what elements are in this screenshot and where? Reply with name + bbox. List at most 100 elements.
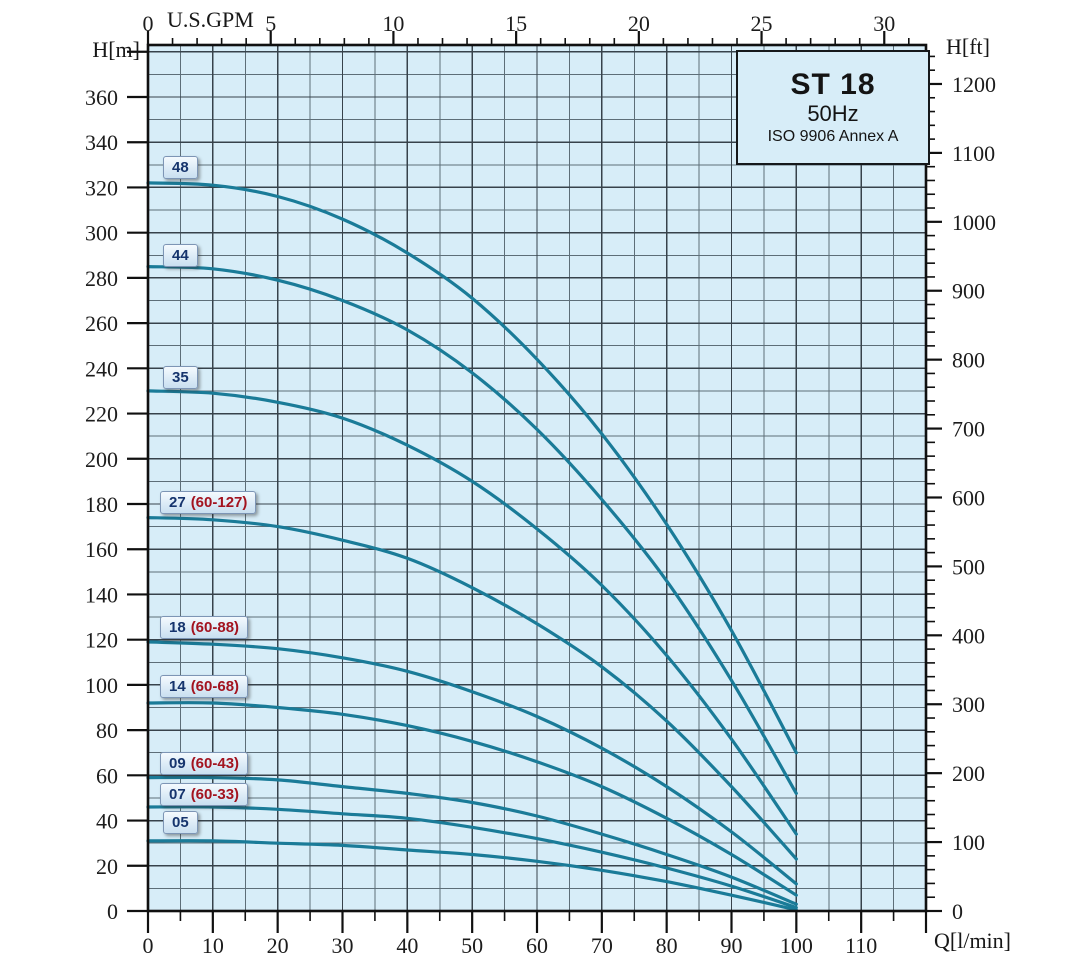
curve-label-07: 07 (60-33) [160, 783, 249, 806]
svg-text:200: 200 [952, 761, 985, 786]
svg-text:40: 40 [96, 809, 118, 834]
svg-text:300: 300 [85, 221, 118, 246]
chart-title-box: ST 18 50Hz ISO 9906 Annex A [736, 50, 930, 165]
svg-text:20: 20 [267, 933, 289, 958]
test-standard: ISO 9906 Annex A [767, 127, 899, 145]
curve-05 [146, 839, 798, 912]
svg-text:20: 20 [628, 11, 650, 36]
svg-text:180: 180 [85, 492, 118, 517]
svg-text:1200: 1200 [952, 72, 996, 97]
svg-text:320: 320 [85, 175, 118, 200]
curve-35 [146, 389, 798, 836]
stage-count: 09 [169, 755, 186, 772]
svg-text:100: 100 [780, 933, 813, 958]
svg-text:120: 120 [85, 628, 118, 653]
curve-48 [146, 181, 798, 755]
svg-text:30: 30 [873, 11, 895, 36]
stage-count: 35 [172, 369, 189, 386]
right-axis-title: H[ft] [946, 34, 990, 59]
curve-label-09: 09 (60-43) [160, 752, 249, 775]
stage-range: (60-88) [190, 619, 240, 636]
svg-text:5: 5 [265, 11, 276, 36]
svg-text:600: 600 [952, 485, 985, 510]
stage-range: (60-33) [190, 786, 240, 803]
right-axis-ticks [926, 55, 942, 913]
svg-text:0: 0 [107, 899, 118, 924]
svg-text:10: 10 [202, 933, 224, 958]
svg-text:260: 260 [85, 311, 118, 336]
curve-27 [146, 516, 798, 861]
curve-label-44: 44 [163, 244, 198, 267]
stage-count: 44 [172, 247, 189, 264]
svg-text:90: 90 [721, 933, 743, 958]
top-axis-labels: 0 5 10 15 20 25 30 [143, 11, 896, 36]
svg-text:30: 30 [332, 933, 354, 958]
stage-count: 07 [169, 786, 186, 803]
svg-text:340: 340 [85, 130, 118, 155]
left-axis-ticks [127, 50, 148, 913]
svg-text:60: 60 [96, 763, 118, 788]
svg-text:40: 40 [396, 933, 418, 958]
curve-18 [146, 640, 798, 886]
bottom-axis-title: Q[l/min] [934, 928, 1011, 953]
svg-text:140: 140 [85, 582, 118, 607]
pump-frequency: 50Hz [807, 100, 859, 126]
curve-label-27: 27 (60-127) [160, 491, 257, 514]
stage-count: 27 [169, 494, 186, 511]
curve-label-14: 14 (60-68) [160, 675, 249, 698]
svg-text:70: 70 [591, 933, 613, 958]
svg-text:300: 300 [952, 692, 985, 717]
svg-text:0: 0 [143, 933, 154, 958]
bottom-axis-ticks [146, 911, 928, 933]
curve-label-05: 05 [163, 811, 198, 834]
svg-text:0: 0 [143, 11, 154, 36]
curve-label-18: 18 (60-88) [160, 616, 249, 639]
svg-text:160: 160 [85, 537, 118, 562]
svg-text:360: 360 [85, 85, 118, 110]
bottom-axis-labels: 0 10 20 30 40 50 60 70 80 90 100 110 [143, 933, 878, 958]
svg-text:900: 900 [952, 279, 985, 304]
svg-text:110: 110 [845, 933, 877, 958]
svg-text:100: 100 [85, 673, 118, 698]
svg-text:20: 20 [96, 854, 118, 879]
svg-text:1100: 1100 [952, 141, 995, 166]
svg-text:10: 10 [382, 11, 404, 36]
curve-14 [146, 701, 798, 897]
curve-07 [146, 805, 798, 910]
svg-text:500: 500 [952, 554, 985, 579]
curve-09 [146, 775, 798, 906]
svg-text:200: 200 [85, 447, 118, 472]
top-axis-ticks [146, 31, 910, 45]
stage-range: (60-68) [190, 678, 240, 695]
svg-text:15: 15 [505, 11, 527, 36]
stage-count: 14 [169, 678, 186, 695]
curve-label-48: 48 [163, 156, 198, 179]
gridlines-major [148, 45, 926, 911]
svg-text:100: 100 [952, 830, 985, 855]
left-axis-title: H[m] [92, 37, 140, 62]
svg-text:0: 0 [952, 899, 963, 924]
svg-text:800: 800 [952, 348, 985, 373]
stage-count: 05 [172, 814, 189, 831]
svg-text:80: 80 [96, 718, 118, 743]
svg-text:1000: 1000 [952, 210, 996, 235]
curve-44 [146, 265, 798, 795]
svg-text:80: 80 [656, 933, 678, 958]
pump-model: ST 18 [790, 67, 876, 101]
svg-text:25: 25 [751, 11, 773, 36]
top-axis-title: U.S.GPM [167, 7, 254, 32]
stage-range: (60-127) [190, 494, 248, 511]
svg-text:240: 240 [85, 356, 118, 381]
svg-text:60: 60 [526, 933, 548, 958]
curve-label-35: 35 [163, 366, 198, 389]
stage-count: 48 [172, 159, 189, 176]
stage-range: (60-43) [190, 755, 240, 772]
svg-text:280: 280 [85, 266, 118, 291]
left-axis-labels: 3603403203002802602402202001801601401201… [85, 85, 118, 924]
svg-text:400: 400 [952, 623, 985, 648]
stage-count: 18 [169, 619, 186, 636]
svg-text:50: 50 [461, 933, 483, 958]
